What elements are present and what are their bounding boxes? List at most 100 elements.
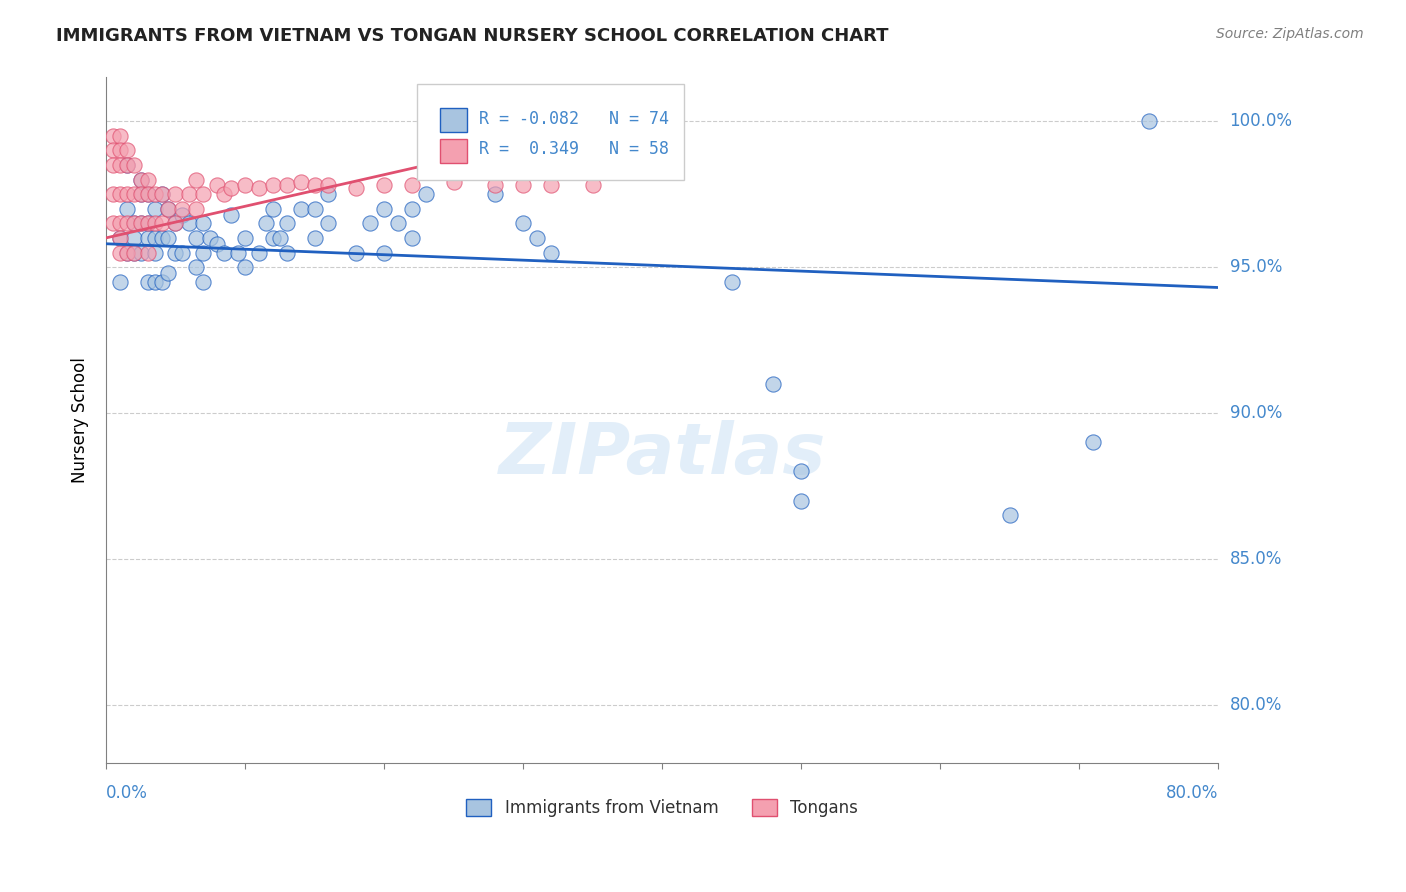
Point bbox=[115, 202, 138, 216]
Text: 85.0%: 85.0% bbox=[1230, 549, 1282, 568]
Point bbox=[115, 245, 138, 260]
Point bbox=[762, 376, 785, 391]
Point bbox=[373, 178, 395, 193]
Point bbox=[344, 245, 367, 260]
FancyBboxPatch shape bbox=[440, 108, 467, 132]
Point bbox=[205, 178, 228, 193]
Point bbox=[165, 216, 187, 230]
Text: 80.0%: 80.0% bbox=[1230, 696, 1282, 714]
Point bbox=[276, 245, 298, 260]
Point bbox=[304, 231, 326, 245]
Point bbox=[1137, 114, 1160, 128]
Point bbox=[122, 245, 145, 260]
Point bbox=[122, 187, 145, 202]
Point bbox=[276, 178, 298, 193]
Text: 80.0%: 80.0% bbox=[1166, 784, 1219, 802]
Point bbox=[108, 216, 131, 230]
Text: 90.0%: 90.0% bbox=[1230, 404, 1282, 422]
Point bbox=[122, 245, 145, 260]
Point bbox=[122, 216, 145, 230]
Point bbox=[373, 245, 395, 260]
Point bbox=[998, 508, 1021, 522]
Point bbox=[129, 245, 152, 260]
Point bbox=[318, 187, 340, 202]
Point bbox=[262, 202, 284, 216]
Point bbox=[254, 216, 277, 230]
Point bbox=[172, 208, 194, 222]
Point bbox=[115, 158, 138, 172]
Point bbox=[233, 178, 256, 193]
Point bbox=[115, 245, 138, 260]
Point bbox=[540, 245, 562, 260]
Point bbox=[143, 231, 166, 245]
Point bbox=[247, 245, 270, 260]
Point bbox=[136, 216, 159, 230]
Point bbox=[143, 187, 166, 202]
Point bbox=[115, 158, 138, 172]
Point bbox=[150, 275, 173, 289]
Point bbox=[122, 216, 145, 230]
Point bbox=[101, 144, 124, 158]
Point bbox=[136, 187, 159, 202]
Point bbox=[290, 176, 312, 190]
Point bbox=[108, 187, 131, 202]
FancyBboxPatch shape bbox=[418, 85, 685, 180]
Point bbox=[790, 464, 813, 478]
Point bbox=[101, 128, 124, 143]
Point bbox=[129, 187, 152, 202]
Point bbox=[129, 216, 152, 230]
Y-axis label: Nursery School: Nursery School bbox=[72, 358, 89, 483]
Point bbox=[233, 260, 256, 274]
Point bbox=[150, 187, 173, 202]
FancyBboxPatch shape bbox=[440, 139, 467, 163]
Point bbox=[212, 245, 235, 260]
Point bbox=[157, 202, 180, 216]
Point bbox=[304, 202, 326, 216]
Point bbox=[129, 172, 152, 186]
Point bbox=[101, 158, 124, 172]
Point bbox=[512, 178, 534, 193]
Point bbox=[115, 216, 138, 230]
Point bbox=[129, 172, 152, 186]
Point bbox=[108, 128, 131, 143]
Point bbox=[101, 216, 124, 230]
Point bbox=[186, 202, 208, 216]
Point bbox=[186, 260, 208, 274]
Point bbox=[344, 181, 367, 195]
Point bbox=[165, 216, 187, 230]
Point bbox=[212, 187, 235, 202]
Point bbox=[193, 216, 215, 230]
Point bbox=[143, 202, 166, 216]
Point bbox=[157, 231, 180, 245]
Point bbox=[186, 172, 208, 186]
Point bbox=[373, 202, 395, 216]
Point bbox=[219, 181, 242, 195]
Point bbox=[205, 236, 228, 251]
Point bbox=[233, 231, 256, 245]
Point bbox=[136, 187, 159, 202]
Point bbox=[219, 208, 242, 222]
Point bbox=[443, 176, 465, 190]
Point bbox=[150, 216, 173, 230]
Point bbox=[359, 216, 381, 230]
Point bbox=[318, 216, 340, 230]
Point bbox=[172, 202, 194, 216]
Point bbox=[193, 187, 215, 202]
Point bbox=[318, 178, 340, 193]
Point bbox=[262, 231, 284, 245]
Point bbox=[122, 231, 145, 245]
Point bbox=[115, 144, 138, 158]
Legend: Immigrants from Vietnam, Tongans: Immigrants from Vietnam, Tongans bbox=[460, 792, 865, 823]
Point bbox=[540, 178, 562, 193]
Point bbox=[186, 231, 208, 245]
Point bbox=[157, 266, 180, 280]
Point bbox=[401, 178, 423, 193]
Point bbox=[150, 187, 173, 202]
Text: ZIPatlas: ZIPatlas bbox=[499, 420, 825, 489]
Point bbox=[484, 178, 506, 193]
Point bbox=[143, 216, 166, 230]
Point bbox=[387, 216, 409, 230]
Point bbox=[108, 144, 131, 158]
Point bbox=[526, 231, 548, 245]
Text: R =  0.349   N = 58: R = 0.349 N = 58 bbox=[478, 140, 669, 159]
